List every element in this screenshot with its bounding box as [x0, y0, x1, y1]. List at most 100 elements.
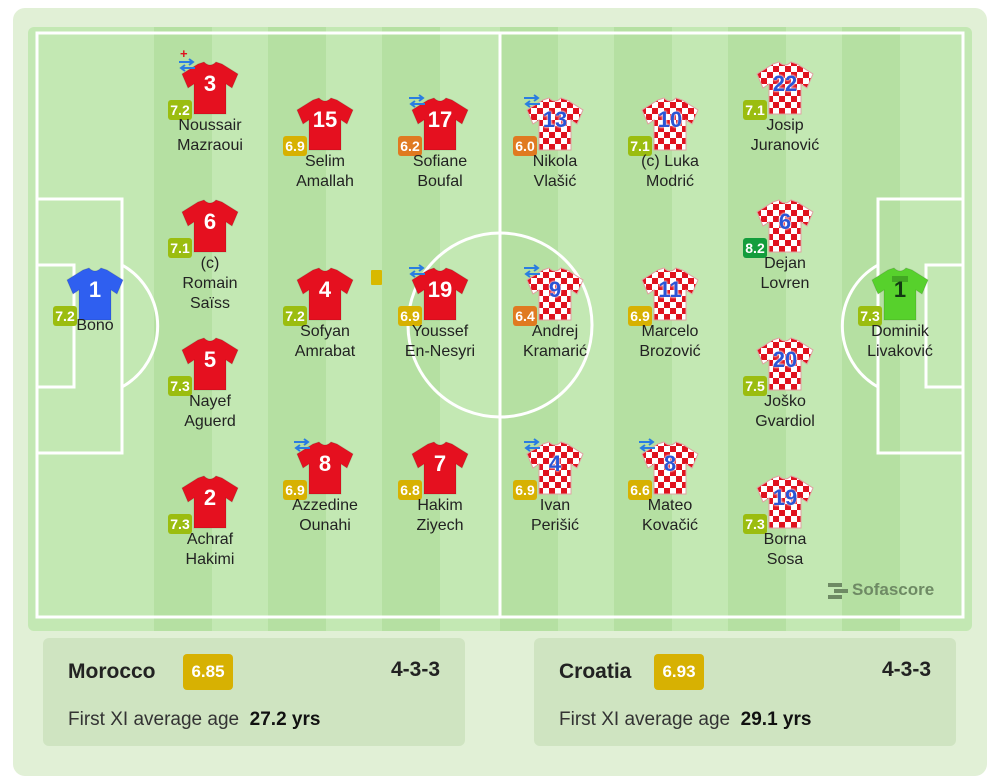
player-name: Dejan — [764, 255, 806, 272]
shirt-number: 8 — [663, 451, 677, 476]
player-name: Andrej — [531, 323, 579, 340]
away-player-13[interactable]: 13 6.0 Nikola Vlašić — [485, 94, 625, 206]
player-name: Amallah — [296, 173, 354, 190]
player-name: Selim — [304, 153, 345, 170]
shirt-number: 10 — [657, 107, 683, 132]
shirt-number: 4 — [548, 451, 562, 476]
player-rating-badge: 7.2 — [168, 100, 192, 120]
away-player-22[interactable]: 22 7.1 Josip Juranović — [715, 60, 855, 170]
shirt-icon: 7 — [410, 440, 470, 496]
home-player-15[interactable]: 15 6.9 Selim Amallah — [255, 96, 395, 206]
player-rating-badge: 6.9 — [283, 480, 307, 500]
player-name: Sofyan — [300, 323, 350, 340]
team-name: Morocco — [68, 660, 156, 683]
shirt-number: 1 — [88, 277, 102, 302]
away-player-6[interactable]: 6 8.2 Dejan Lovren — [715, 198, 855, 308]
substitution-icon — [406, 264, 428, 278]
shirt-icon: 22 — [755, 60, 815, 116]
home-player-19[interactable]: 19 6.9 Youssef En-Nesyri — [370, 264, 510, 376]
shirt-number: 19 — [772, 485, 798, 510]
shirt-icon: 20 — [755, 336, 815, 392]
away-player-20[interactable]: 20 7.5 Joško Gvardiol — [715, 336, 855, 446]
home-player-8[interactable]: 8 6.9 Azzedine Ounahi — [255, 438, 395, 550]
away-player-10[interactable]: 10 7.1 (c) Luka Modrić — [600, 96, 740, 206]
home-player-7[interactable]: 7 6.8 Hakim Ziyech — [370, 440, 510, 550]
player-name: Vlašić — [533, 173, 577, 190]
player-name: Romain — [182, 275, 238, 292]
player-name: Lovren — [760, 275, 810, 292]
player-rating-badge: 7.3 — [858, 306, 882, 326]
shirt-icon: 17 — [410, 96, 470, 152]
shirt-number: 7 — [433, 451, 447, 476]
player-name: Mateo — [647, 497, 693, 514]
shirt-icon: 8 — [640, 440, 700, 496]
away-player-19[interactable]: 19 7.3 Borna Sosa — [715, 474, 855, 584]
player-rating-badge: 8.2 — [743, 238, 767, 258]
player-name: Boufal — [417, 173, 463, 190]
home-player-5[interactable]: 5 7.3 Nayef Aguerd — [140, 336, 280, 446]
away-player-4[interactable]: 4 6.9 Ivan Perišić — [485, 438, 625, 550]
player-name: Ziyech — [416, 517, 464, 534]
player-name: En-Nesyri — [404, 343, 476, 360]
shirt-number: 19 — [427, 277, 453, 302]
player-rating-badge: 7.1 — [628, 136, 652, 156]
home-player-3[interactable]: 3 7.2 + Noussair Mazraoui — [140, 47, 280, 170]
player-name: Azzedine — [292, 497, 358, 514]
away-player-9[interactable]: 9 6.4 Andrej Kramarić — [485, 264, 625, 376]
player-rating-badge: 7.2 — [283, 306, 307, 326]
shirt-number: 5 — [203, 347, 217, 372]
substitution-icon — [521, 438, 543, 452]
player-name: Juranović — [750, 137, 820, 154]
home-player-4[interactable]: 4 7.2 Sofyan Amrabat — [255, 266, 395, 376]
team-name: Croatia — [559, 660, 632, 683]
shirt-icon: 19 — [410, 266, 470, 322]
average-age-value: 29.1 yrs — [740, 709, 812, 730]
player-rating-badge: 6.0 — [513, 136, 537, 156]
average-age-value: 27.2 yrs — [249, 709, 321, 730]
player-name: Hakim — [417, 497, 463, 514]
player-rating-badge: 7.2 — [53, 306, 77, 326]
home-player-1[interactable]: 1 7.2 Bono — [25, 266, 165, 376]
shirt-icon: 15 — [295, 96, 355, 152]
player-rating-badge: 6.8 — [398, 480, 422, 500]
shirt-number: 9 — [548, 277, 562, 302]
shirt-icon: 19 — [755, 474, 815, 530]
sofascore-brand: Sofascore — [852, 580, 935, 599]
home-player-6[interactable]: 6 7.1 (c) Romain Saïss — [140, 198, 280, 312]
player-name: Kramarić — [522, 343, 587, 360]
home-player-2[interactable]: 2 7.3 Achraf Hakimi — [140, 474, 280, 584]
player-rating-badge: 6.4 — [513, 306, 537, 326]
shirt-icon: 6 — [180, 198, 240, 254]
player-rating-badge: 7.1 — [168, 238, 192, 258]
home-player-17[interactable]: 17 6.2 Sofiane Boufal — [370, 94, 510, 206]
away-team-summary: Croatia 6.93 4-3-3 First XI average age … — [534, 638, 956, 746]
shirt-number: 11 — [658, 277, 682, 302]
shirt-icon: 4 — [295, 266, 355, 322]
average-age-label: First XI average age — [559, 709, 731, 730]
injury-icon: + — [180, 46, 188, 61]
player-name: Nayef — [189, 393, 231, 410]
shirt-number: 22 — [772, 71, 798, 96]
team-formation: 4-3-3 — [390, 658, 440, 681]
team-formation: 4-3-3 — [881, 658, 931, 681]
shirt-icon: 1 — [870, 266, 930, 322]
shirt-number: 6 — [203, 209, 217, 234]
player-rating-badge: 6.9 — [398, 306, 422, 326]
home-team-summary: Morocco 6.85 4-3-3 First XI average age … — [43, 638, 465, 746]
away-player-11[interactable]: 11 6.9 Marcelo Brozović — [600, 266, 740, 376]
away-player-1[interactable]: 1 7.3 Dominik Livaković — [830, 266, 970, 376]
player-name: Saïss — [189, 295, 230, 312]
player-rating-badge: 6.9 — [283, 136, 307, 156]
away-player-8[interactable]: 8 6.6 Mateo Kovačić — [600, 438, 740, 550]
shirt-number: 17 — [427, 107, 453, 132]
player-name: (c) — [200, 255, 220, 272]
substitution-icon — [176, 58, 198, 72]
substitution-icon — [521, 264, 543, 278]
pitch-stripe — [842, 27, 900, 631]
shirt-icon: 2 — [180, 474, 240, 530]
substitution-icon — [291, 438, 313, 452]
shirt-number: 1 — [893, 277, 907, 302]
player-name: Nikola — [532, 153, 578, 170]
player-name: Borna — [763, 531, 807, 548]
shirt-icon: 3 — [180, 60, 240, 116]
